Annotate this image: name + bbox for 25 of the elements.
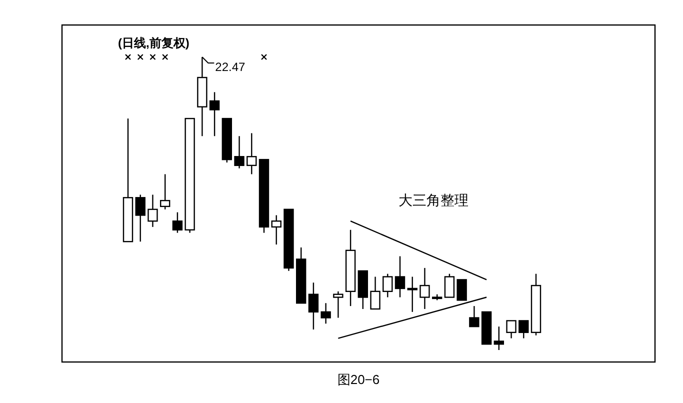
candlestick [518,320,529,339]
candlestick [160,174,170,210]
candlestick [469,305,480,328]
candlestick [420,267,430,310]
candlestick [370,276,380,310]
candlestick [333,290,344,318]
candlestick [148,194,158,228]
candlestick [135,194,146,242]
candlestick [407,276,418,313]
candlestick [234,136,244,169]
candlestick [506,320,516,339]
candlestick [271,214,282,246]
candlestick [172,212,183,234]
candlestick [209,92,220,137]
candlestick [320,302,331,324]
chart-title: (日线,前复权) [118,36,190,50]
candlestick [382,273,393,298]
caption: 图20−6 [337,372,380,387]
annotation: 大三角整理 [398,192,469,208]
candlestick [494,326,504,351]
candlestick [394,256,406,298]
candlestick [246,132,257,175]
annotation: 22.47 [215,60,246,74]
candlestick [444,273,455,298]
candlestick [308,282,319,330]
